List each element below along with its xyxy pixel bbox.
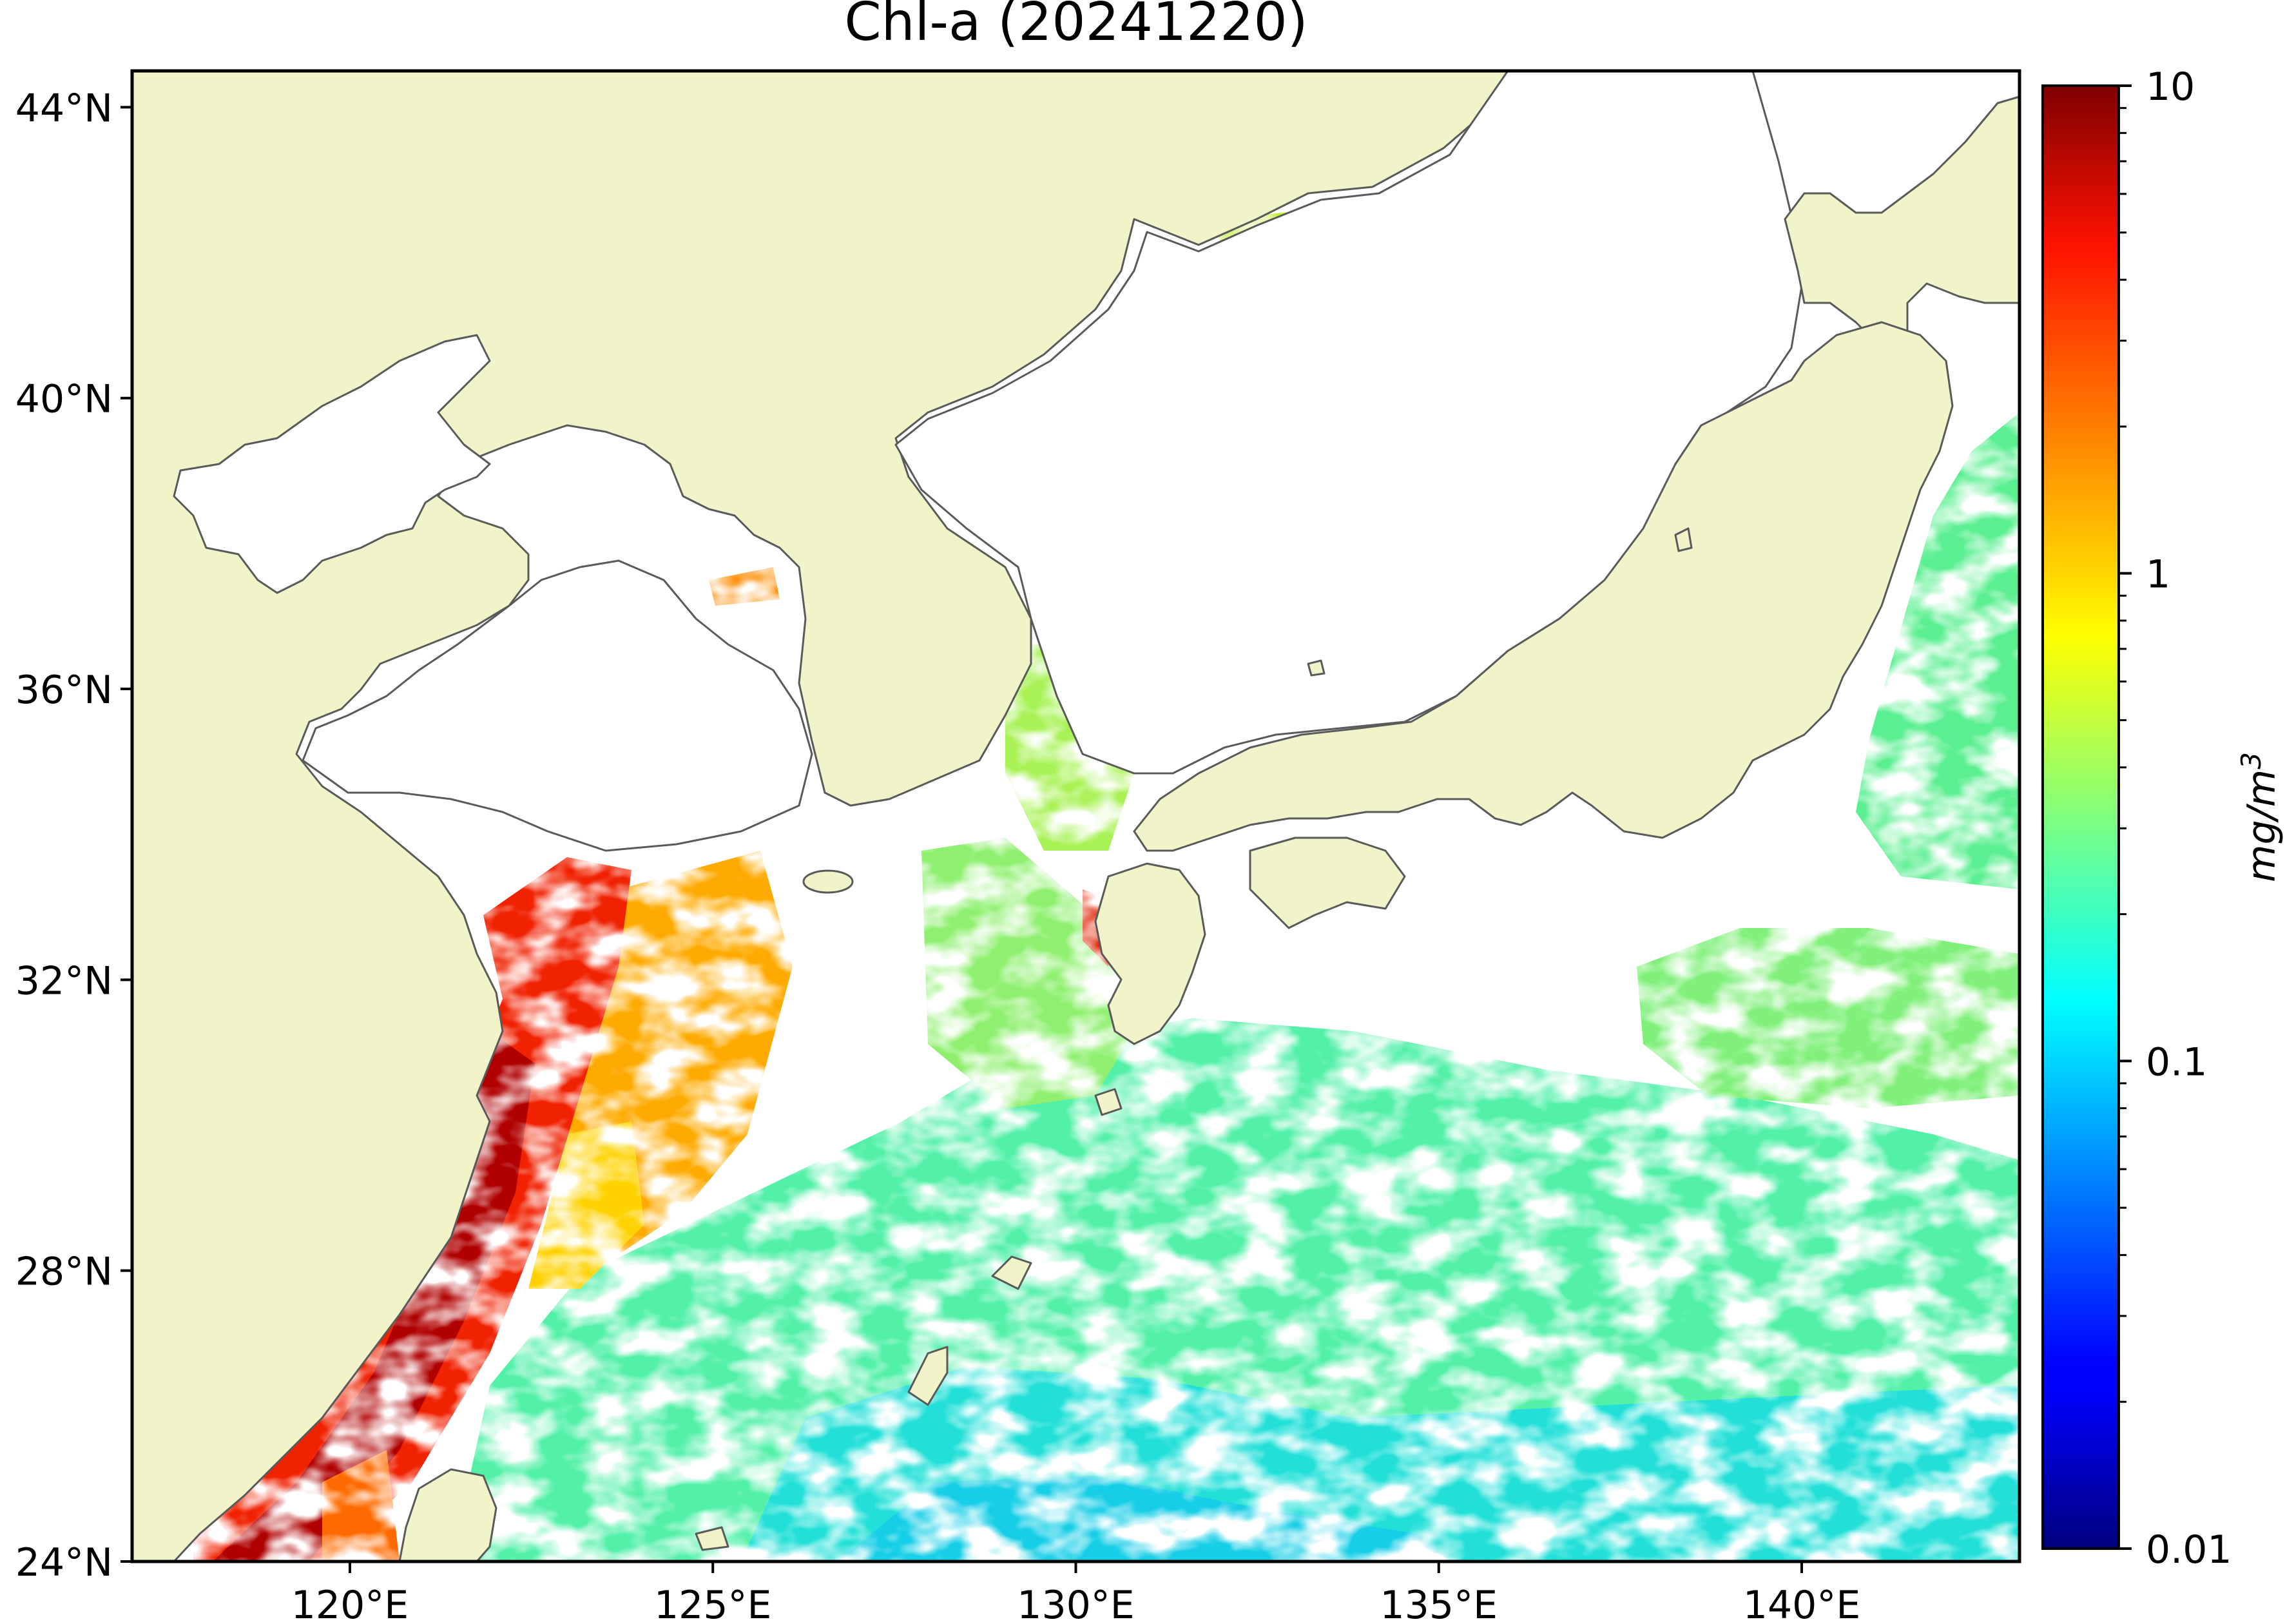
land-asian-mainland <box>132 71 1509 1561</box>
map-panel <box>132 71 2020 1561</box>
chl-patch-kyushu <box>921 838 1134 1108</box>
chl-patch-far-south-blue <box>838 1476 1450 1561</box>
y-tick-label: 24°N <box>15 1540 113 1585</box>
x-tick-label: 130°E <box>1017 1583 1134 1624</box>
x-tick-label: 125°E <box>654 1583 771 1624</box>
colorbar-ticks: 10 1 0.1 0.01 <box>2119 64 2232 1572</box>
water-bohai-sea <box>173 334 491 594</box>
land-taiwan <box>398 1468 497 1561</box>
y-tick-label: 32°N <box>15 958 113 1003</box>
land-sado <box>1674 527 1693 552</box>
land-amami <box>991 1255 1032 1290</box>
y-axis: 24°N 28°N 32°N 36°N 40°N 44°N <box>15 86 132 1585</box>
colorbar-tick-label: 10 <box>2146 64 2195 110</box>
chl-patch-taiwan-strait <box>322 1450 400 1561</box>
land-miyako <box>695 1526 729 1551</box>
land-jeju <box>802 869 854 894</box>
chl-patch-pacific-honshu <box>1856 412 2020 889</box>
land-kyushu <box>1094 862 1206 1045</box>
water-yellow-sea <box>302 559 813 852</box>
chl-patch-yellow-sea-spot <box>709 567 780 606</box>
x-axis: 120°E 125°E 130°E 135°E 140°E <box>291 1561 1860 1624</box>
colorbar-label: mg/m3 <box>2235 752 2284 882</box>
land-tanegashima <box>1094 1088 1123 1116</box>
land-honshu <box>1133 321 1954 852</box>
x-tick-label: 135°E <box>1380 1583 1498 1624</box>
colorbar-tick-label: 0.1 <box>2146 1039 2207 1085</box>
land-layer <box>132 71 2020 1561</box>
chl-patch-coastal-red <box>193 857 632 1561</box>
map-title: Chl-a (20241220) <box>844 0 1307 53</box>
colorbar-gradient <box>2041 84 2120 1550</box>
chl-patch-coastal-darkred <box>213 1031 535 1561</box>
colorbar: 10 1 0.1 0.01 mg/m3 <box>2041 64 2284 1572</box>
land-oki <box>1307 659 1326 677</box>
colorbar-tick-label: 0.01 <box>2146 1527 2232 1572</box>
colorbar-label-superscript: 3 <box>2235 752 2267 769</box>
land-hokkaido <box>1784 95 2020 349</box>
x-tick-label: 120°E <box>291 1583 409 1624</box>
y-tick-label: 36°N <box>15 668 113 713</box>
x-tick-label: 140°E <box>1743 1583 1860 1624</box>
chl-patch-east-band <box>1637 928 2020 1108</box>
colorbar-tick-label: 1 <box>2146 552 2170 597</box>
land-shikoku <box>1249 836 1406 929</box>
y-tick-label: 44°N <box>15 86 113 131</box>
land-okinawa <box>907 1346 949 1406</box>
chl-patch-ecs-yellow <box>528 1121 644 1289</box>
y-tick-label: 28°N <box>15 1250 113 1295</box>
y-tick-label: 40°N <box>15 377 113 422</box>
